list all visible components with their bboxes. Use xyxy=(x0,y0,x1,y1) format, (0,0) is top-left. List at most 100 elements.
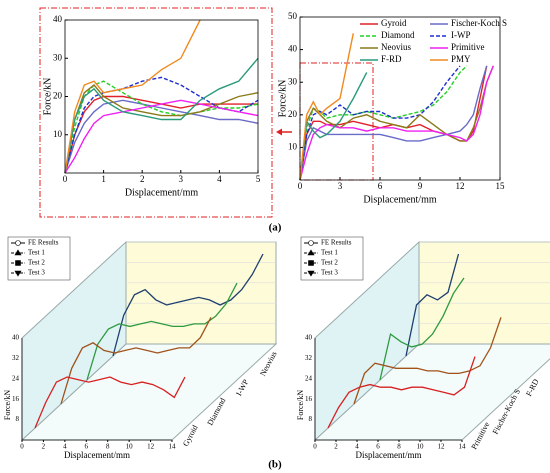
x-tick-label: 8 xyxy=(397,443,401,451)
legend-label: Test 3 xyxy=(321,269,338,277)
x-tick-label: 14 xyxy=(459,443,467,451)
line xyxy=(86,282,238,381)
y-tick-label: 30 xyxy=(53,52,63,62)
x-tick-label: 4 xyxy=(63,443,67,451)
x-tick-label: 5 xyxy=(256,174,261,184)
line xyxy=(64,99,259,174)
line xyxy=(405,253,460,357)
line xyxy=(60,316,212,405)
x-tick-label: 14 xyxy=(169,443,177,451)
line xyxy=(299,65,494,181)
legend-label: Test 1 xyxy=(321,249,338,257)
y-tick-label: 24 xyxy=(305,374,313,382)
x-tick-label: 0 xyxy=(298,181,303,191)
y-tick-label: 50 xyxy=(288,11,298,21)
y-tick-label: 32 xyxy=(12,354,20,362)
y-tick-label: 32 xyxy=(305,354,313,362)
x-tick-label: 4 xyxy=(355,443,359,451)
line xyxy=(299,65,488,181)
legend-label: Fischer-Koch S xyxy=(451,18,507,28)
legend-label: FE Results xyxy=(321,239,352,247)
x-tick-label: 1 xyxy=(101,174,106,184)
y-tick-label: 16 xyxy=(305,395,313,403)
legend-label: Primitive xyxy=(451,42,485,52)
y-tick-label: 30 xyxy=(288,76,298,86)
x-tick-label: 2 xyxy=(42,443,46,451)
caption: (a) xyxy=(269,222,282,234)
x-axis-label: Displacement/mm xyxy=(356,450,422,460)
x-tick-label: 3 xyxy=(179,174,184,184)
line xyxy=(327,356,476,429)
line xyxy=(64,19,201,174)
legend-marker xyxy=(307,270,315,277)
legend-label: PMY xyxy=(451,54,471,64)
legend-label: Test 2 xyxy=(28,259,45,267)
y-tick-label: 40 xyxy=(12,334,20,342)
y-tick-label: 40 xyxy=(53,14,63,24)
x-tick-label: 12 xyxy=(147,443,155,451)
y-tick-label: 20 xyxy=(288,109,298,119)
x-tick-label: 0 xyxy=(63,174,68,184)
back-wall xyxy=(125,241,277,345)
x-axis-label: Displacement/mm xyxy=(363,194,437,205)
x-tick-label: 12 xyxy=(438,443,446,451)
line xyxy=(299,65,488,181)
x-tick-label: 10 xyxy=(126,443,134,451)
legend-label: I-WP xyxy=(451,30,471,40)
y-tick-label: 8 xyxy=(16,415,20,423)
x-axis-label: Displacement/mm xyxy=(64,450,130,460)
x-tick-label: 2 xyxy=(140,174,145,184)
plot-frame xyxy=(299,16,501,181)
y-tick-label: 20 xyxy=(53,91,63,101)
legend-marker xyxy=(15,260,21,266)
line xyxy=(34,376,186,429)
x-tick-label: 6 xyxy=(376,443,380,451)
legend-marker xyxy=(14,270,22,277)
x-tick-label: 4 xyxy=(217,174,222,184)
line xyxy=(353,317,502,405)
x-tick-label: 2 xyxy=(334,443,338,451)
zoom-frame xyxy=(39,7,273,218)
legend-label: F-RD xyxy=(381,54,402,64)
line xyxy=(299,65,468,181)
legend-marker xyxy=(14,249,22,256)
y-axis-label: Force/kN xyxy=(277,80,288,118)
line xyxy=(299,65,461,181)
x-tick-label: 8 xyxy=(106,443,110,451)
y-tick-label: 40 xyxy=(305,334,313,342)
legend-marker xyxy=(307,249,315,256)
line xyxy=(299,65,494,181)
legend-label: Test 1 xyxy=(28,249,45,257)
x-tick-label: 6 xyxy=(378,181,383,191)
legend-label: Test 2 xyxy=(321,259,338,267)
legend-label: Test 3 xyxy=(28,269,45,277)
y-axis-label: Force/kN xyxy=(42,78,53,116)
line xyxy=(299,72,368,181)
x-tick-label: 3 xyxy=(338,181,343,191)
y-tick-label: 10 xyxy=(53,129,63,139)
y-tick-label: 24 xyxy=(12,374,20,382)
x-tick-label: 0 xyxy=(313,443,317,451)
legend-marker xyxy=(15,240,21,246)
x-axis-label: Displacement/mm xyxy=(125,187,199,198)
caption: (b) xyxy=(268,459,282,471)
line xyxy=(379,277,465,381)
y-tick-label: 40 xyxy=(288,44,298,54)
line xyxy=(64,76,259,174)
y-tick-label: 16 xyxy=(12,395,20,403)
x-tick-label: 12 xyxy=(456,181,465,191)
x-tick-label: 15 xyxy=(496,181,506,191)
legend-marker xyxy=(308,240,314,246)
legend-label: Neovius xyxy=(381,42,411,52)
y-axis-label: Force/kN xyxy=(296,390,305,420)
x-tick-label: 6 xyxy=(85,443,89,451)
legend-label: Gyroid xyxy=(381,18,407,28)
line xyxy=(64,80,259,174)
y-tick-label: 10 xyxy=(288,141,298,151)
legend-marker xyxy=(308,260,314,266)
plot-frame xyxy=(64,19,259,174)
line xyxy=(112,253,264,357)
legend-label: Diamond xyxy=(381,30,415,40)
x-tick-label: 10 xyxy=(417,443,425,451)
